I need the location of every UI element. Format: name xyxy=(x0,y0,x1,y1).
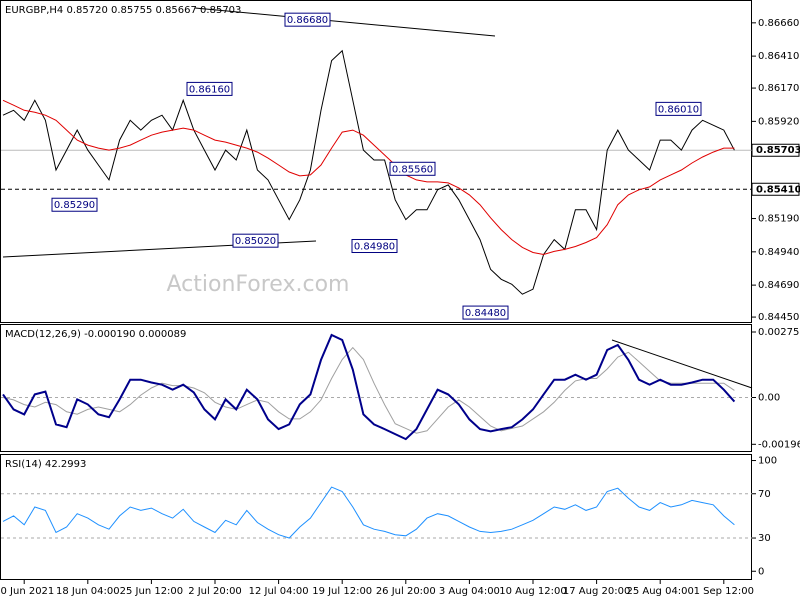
x-tick-label: 2 Jul 20:00 xyxy=(188,586,242,597)
y-tick-label: -0.001968 xyxy=(758,439,800,450)
pane-title: RSI(14) 42.2993 xyxy=(5,459,86,470)
rsi-pane xyxy=(0,454,752,580)
x-tick-label: 1 Sep 12:00 xyxy=(694,586,754,597)
y-tick-label: 70 xyxy=(758,489,771,500)
y-tick-label: 0.00 xyxy=(758,393,780,404)
y-tick-label: 0.84450 xyxy=(758,312,799,323)
price-annotation-box xyxy=(462,305,509,320)
price-annotation-box xyxy=(232,233,279,248)
y-tick-label: 0.86170 xyxy=(758,83,799,94)
pane-title: MACD(12,26,9) -0.000190 0.000089 xyxy=(5,329,186,340)
price-annotation-box xyxy=(284,12,331,27)
price-annotation: 0.84480 xyxy=(465,308,506,319)
x-tick-label: 10 Aug 12:00 xyxy=(499,586,566,597)
pane-title: EURGBP,H4 0.85720 0.85755 0.85667 0.8570… xyxy=(5,5,241,16)
x-tick-label: 3 Aug 04:00 xyxy=(439,586,500,597)
trend-line xyxy=(194,7,496,37)
price-annotation: 0.84980 xyxy=(354,242,395,253)
trend-line xyxy=(611,339,753,389)
x-tick-label: 26 Jul 20:00 xyxy=(376,586,436,597)
price-annotation: 0.86010 xyxy=(658,104,699,115)
last-price-box xyxy=(751,143,800,157)
x-tick-label: 18 Jun 04:00 xyxy=(56,586,120,597)
y-tick-label: 0 xyxy=(758,566,764,577)
last-price-label: 0.85703 xyxy=(756,145,800,156)
x-tick-label: 25 Jun 12:00 xyxy=(120,586,184,597)
series-line xyxy=(2,333,736,441)
y-tick-label: 0.86660 xyxy=(758,18,799,29)
x-tick-label: 25 Aug 04:00 xyxy=(626,586,693,597)
x-tick-label: 17 Aug 20:00 xyxy=(563,586,630,597)
series-line xyxy=(2,486,735,539)
y-tick-label: 0.85920 xyxy=(758,116,799,127)
price-pane xyxy=(0,0,752,323)
price-annotation-box xyxy=(655,101,702,116)
price-annotation-box xyxy=(51,197,98,212)
series-line xyxy=(2,99,735,256)
price-annotation-box xyxy=(389,161,436,176)
y-tick-label: 0.86410 xyxy=(758,51,799,62)
price-annotation: 0.86680 xyxy=(287,15,328,26)
x-tick-label: 12 Jul 04:00 xyxy=(249,586,309,597)
y-tick-label: 0.85190 xyxy=(758,214,799,225)
x-tick-label: 19 Jul 12:00 xyxy=(312,586,372,597)
price-annotation: 0.86160 xyxy=(189,84,230,95)
level-label-box xyxy=(751,182,800,196)
x-tick-label: 10 Jun 2021 xyxy=(0,586,54,597)
price-annotation: 0.85290 xyxy=(54,200,95,211)
level-label: 0.85410 xyxy=(756,184,800,195)
series-line xyxy=(2,49,735,295)
y-tick-label: 100 xyxy=(758,456,777,467)
y-tick-label: 0.84940 xyxy=(758,247,799,258)
y-tick-label: 0.84690 xyxy=(758,280,799,291)
price-annotation: 0.85020 xyxy=(235,236,276,247)
price-annotation-box xyxy=(186,81,233,96)
y-tick-label: 30 xyxy=(758,533,771,544)
series-line xyxy=(2,346,735,434)
price-annotation: 0.85560 xyxy=(392,164,433,175)
price-annotation-box xyxy=(351,239,398,254)
y-tick-label: 0.002755 xyxy=(758,327,800,338)
watermark: ActionForex.com xyxy=(167,272,350,297)
